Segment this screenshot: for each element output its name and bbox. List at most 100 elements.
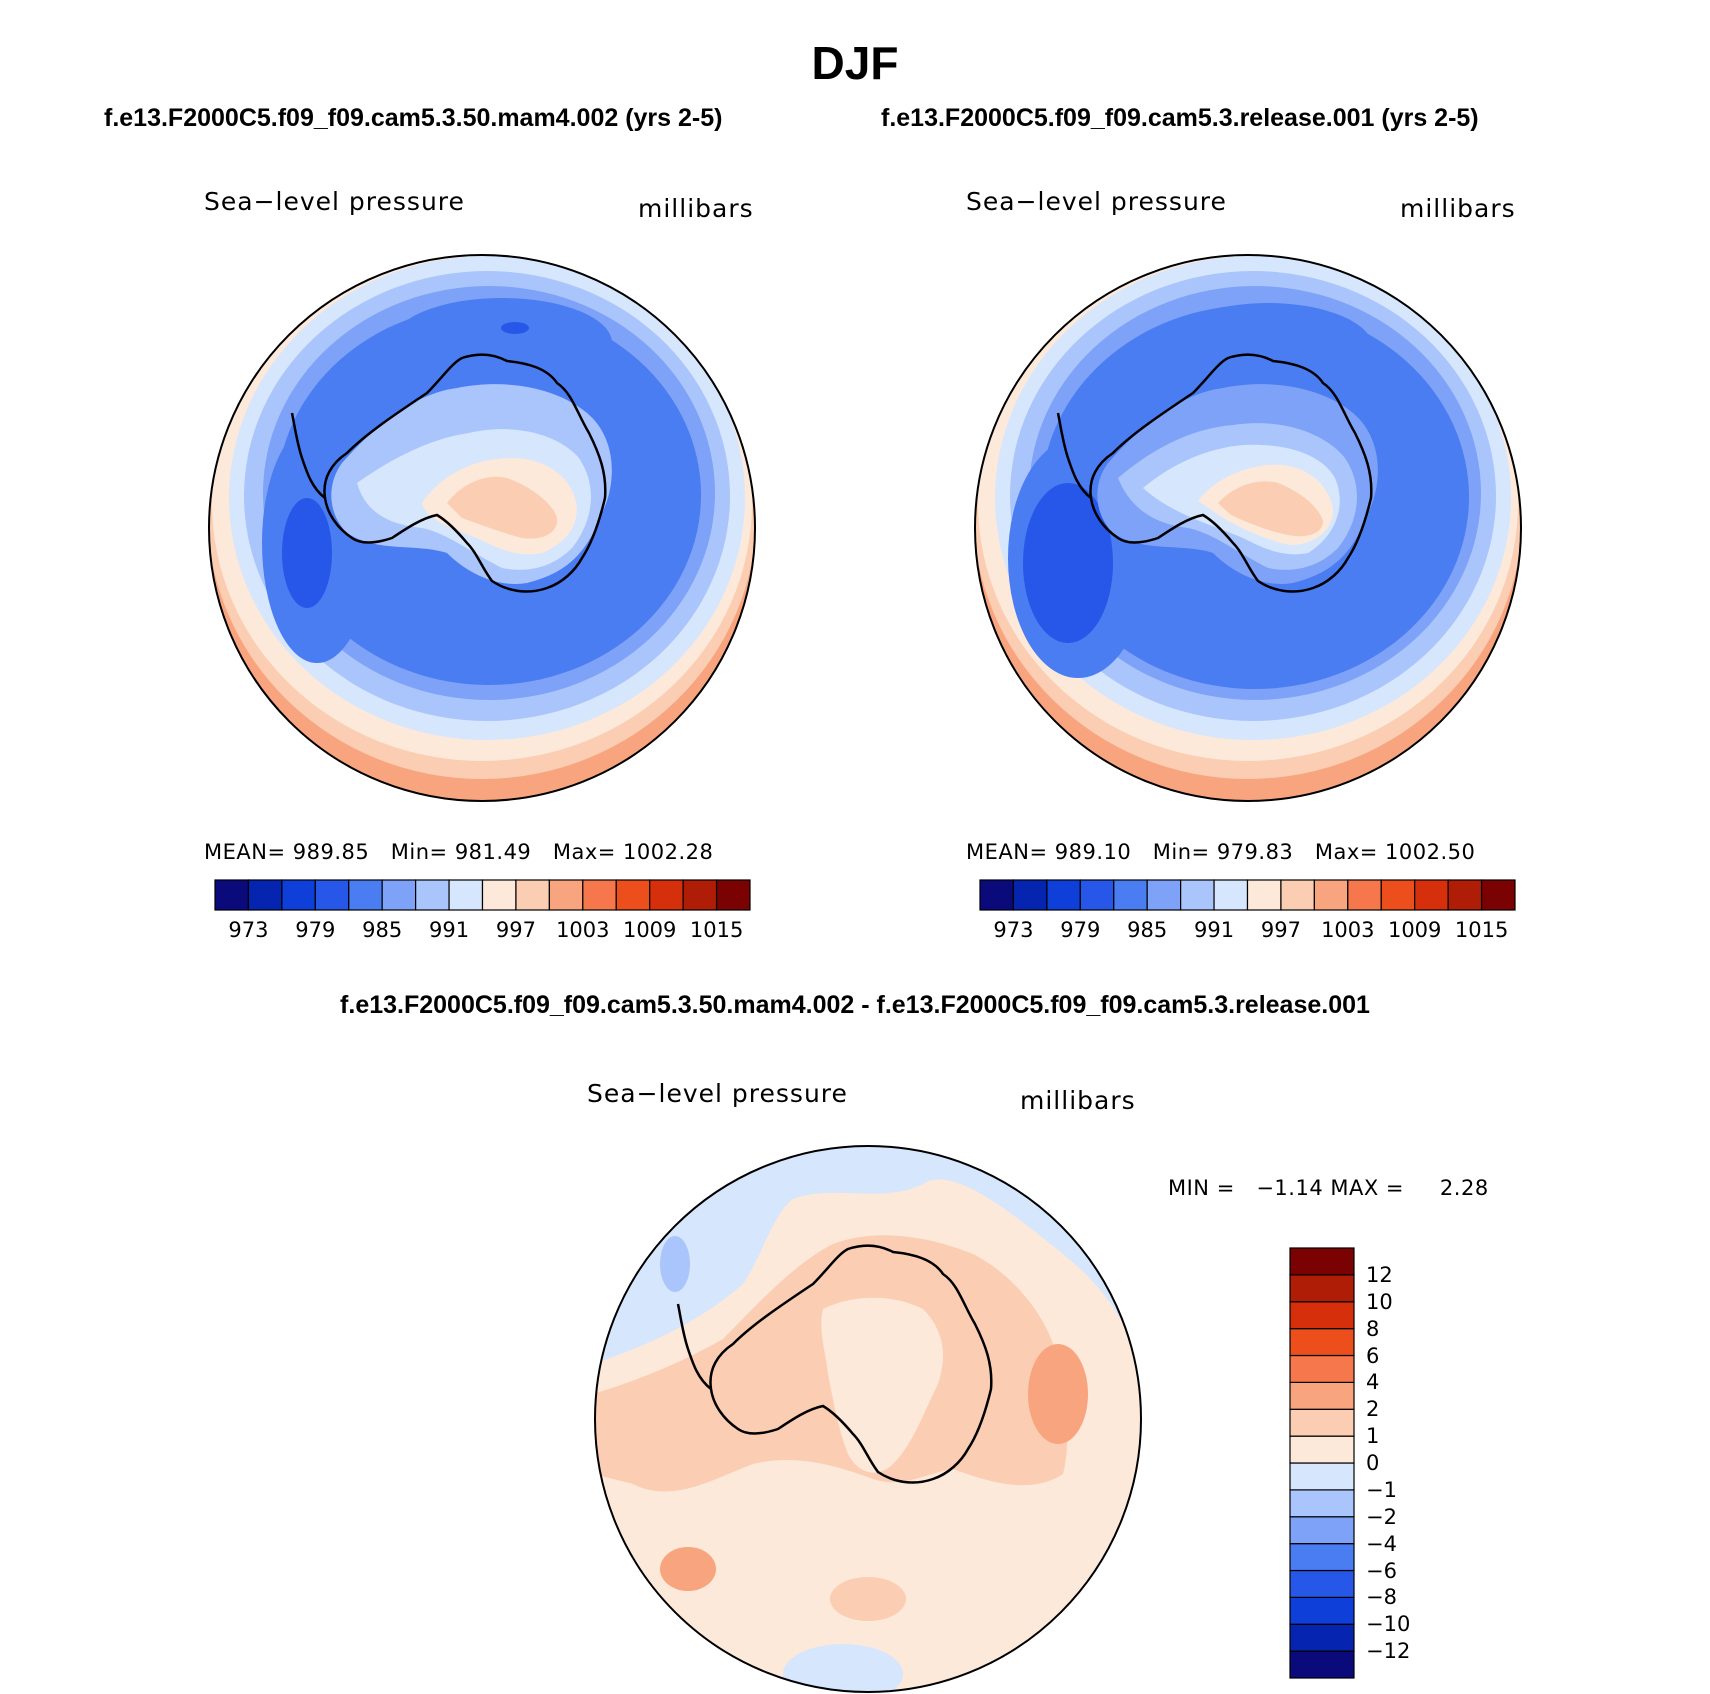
panel1-stats: MEAN= 989.85 Min= 981.49 Max= 1002.28 <box>204 840 713 864</box>
panel3-units: millibars <box>1020 1086 1136 1115</box>
panel3-colorbar-swatch-15 <box>1289 1247 1355 1276</box>
panel3-colorbar-labels: −12 −10 −8 −6 −4 −2 −1 0 1 2 4 6 8 10 12 <box>1366 1248 1446 1678</box>
panel1-max: 1002.28 <box>623 840 714 864</box>
panel3-colorbar-swatch-0 <box>1289 1650 1355 1679</box>
panel1-colorbar-swatch-5 <box>381 879 417 911</box>
panel2-colorbar-tick-label: 1003 <box>1321 918 1375 942</box>
panel2-low-north <box>1163 303 1373 393</box>
panel1-colorbar <box>214 879 751 911</box>
panel1-colorbar-swatch-8 <box>481 879 517 911</box>
panel2-colorbar-swatch-6 <box>1180 879 1215 911</box>
panel3-colorbar-tick-label: −1 <box>1366 1477 1397 1502</box>
panel1-colorbar-swatch-4 <box>348 879 383 911</box>
panel3-max: 2.28 <box>1439 1176 1489 1200</box>
panel1-polar-map <box>208 254 756 802</box>
panel1-colorbar-swatch-6 <box>415 879 450 911</box>
panel1-variable: Sea−level pressure <box>204 187 465 216</box>
panel2-continent-peach <box>1218 481 1323 537</box>
panel3-colorbar-swatch-13 <box>1289 1301 1355 1330</box>
panel1-min: 981.49 <box>454 840 532 864</box>
panel2-colorbar-swatch-12 <box>1380 879 1416 911</box>
case2-title: f.e13.F2000C5.f09_f09.cam5.3.release.001… <box>881 104 1479 132</box>
panel2-colorbar-swatch-8 <box>1246 879 1282 911</box>
panel3-variable: Sea−level pressure <box>587 1079 848 1108</box>
panel3-high-southwest <box>660 1547 716 1591</box>
panel2-peninsula <box>1056 412 1092 499</box>
panel3-colorbar <box>1289 1247 1355 1679</box>
panel2-low-west <box>1023 483 1113 643</box>
panel1-colorbar-swatch-2 <box>281 879 316 911</box>
panel3-colorbar-tick-label: −6 <box>1366 1558 1397 1583</box>
panel1-colorbar-swatch-0 <box>214 879 250 911</box>
panel1-colorbar-swatch-3 <box>314 879 350 911</box>
panel3-colorbar-tick-label: 1 <box>1366 1424 1380 1449</box>
panel3-low-north <box>660 1236 690 1292</box>
panel1-low-north-core <box>501 322 529 334</box>
panel3-colorbar-tick-label: 8 <box>1366 1316 1380 1341</box>
panel3-high-south <box>830 1577 906 1621</box>
panel3-colorbar-tick-label: 2 <box>1366 1397 1380 1422</box>
panel1-colorbar-swatch-15 <box>715 879 751 911</box>
panel2-colorbar-tick-label: 1009 <box>1387 918 1442 942</box>
panel2-mean: 989.10 <box>1054 840 1132 864</box>
panel2-colorbar-tick-label: 991 <box>1194 918 1235 942</box>
panel1-colorbar-tick-label: 997 <box>495 918 536 942</box>
panel1-colorbar-tick-label: 1003 <box>556 918 610 942</box>
panel3-max-label: MAX = <box>1330 1176 1405 1200</box>
panel3-colorbar-swatch-1 <box>1289 1623 1355 1652</box>
panel3-colorbar-tick-label: −12 <box>1366 1639 1411 1664</box>
panel3-colorbar-tick-label: 10 <box>1366 1289 1393 1314</box>
panel2-colorbar-swatch-11 <box>1347 879 1382 911</box>
panel3-colorbar-tick-label: 0 <box>1366 1451 1380 1475</box>
diff-title: f.e13.F2000C5.f09_f09.cam5.3.50.mam4.002… <box>340 991 1370 1019</box>
panel3-min-label: MIN = <box>1168 1176 1235 1200</box>
panel1-colorbar-swatch-14 <box>682 879 718 911</box>
panel3-colorbar-swatch-8 <box>1289 1435 1355 1464</box>
panel3-colorbar-tick-label: −10 <box>1366 1612 1411 1637</box>
page-title: DJF <box>811 37 899 89</box>
panel1-colorbar-swatch-11 <box>582 879 617 911</box>
panel3-colorbar-swatch-3 <box>1289 1569 1355 1598</box>
panel3-colorbar-tick-label: 6 <box>1366 1343 1380 1368</box>
panel3-stats: MIN = −1.14 MAX = 2.28 <box>1168 1176 1489 1200</box>
panel3-min: −1.14 <box>1256 1176 1324 1200</box>
panel1-peninsula <box>290 412 326 499</box>
panel1-colorbar-tick-label: 985 <box>362 918 403 942</box>
panel2-variable: Sea−level pressure <box>966 187 1227 216</box>
panel1-units: millibars <box>638 194 754 223</box>
panel2-colorbar-tick-label: 1015 <box>1454 918 1509 942</box>
panel1-low-north <box>392 298 612 388</box>
panel2-colorbar-swatch-5 <box>1146 879 1182 911</box>
panel3-peninsula <box>676 1303 712 1390</box>
panel1-colorbar-tick-label: 1015 <box>689 918 744 942</box>
panel2-colorbar-tick-label: 997 <box>1260 918 1301 942</box>
panel3-colorbar-swatch-12 <box>1289 1328 1355 1357</box>
panel3-high-east <box>1028 1344 1088 1444</box>
panel2-colorbar-tick-label: 985 <box>1127 918 1168 942</box>
panel3-colorbar-tick-label: −4 <box>1366 1531 1397 1556</box>
panel1-continent-peach <box>447 476 558 539</box>
panel3-colorbar-swatch-2 <box>1289 1596 1355 1625</box>
panel3-colorbar-swatch-14 <box>1289 1274 1355 1303</box>
panel3-colorbar-swatch-10 <box>1289 1381 1355 1410</box>
panel1-colorbar-labels: 973 979 985 991 997 1003 1009 1015 <box>215 918 750 944</box>
case1-title: f.e13.F2000C5.f09_f09.cam5.3.50.mam4.002… <box>104 104 723 132</box>
panel3-polar-map <box>594 1145 1142 1693</box>
panel3-colorbar-swatch-7 <box>1289 1462 1355 1491</box>
panel2-mean-label: MEAN= <box>966 840 1048 864</box>
panel2-max-label: Max= <box>1314 840 1378 864</box>
panel2-map-border <box>974 254 1522 802</box>
panel2-colorbar-tick-label: 979 <box>1060 918 1101 942</box>
panel1-map-border <box>208 254 756 802</box>
panel2-colorbar-swatch-1 <box>1012 879 1048 911</box>
panel2-colorbar-swatch-13 <box>1414 879 1449 911</box>
panel3-colorbar-swatch-5 <box>1289 1516 1355 1545</box>
panel3-colorbar-tick-label: −8 <box>1366 1585 1397 1610</box>
panel1-colorbar-swatch-10 <box>548 879 584 911</box>
panel3-colorbar-tick-label: −2 <box>1366 1504 1397 1529</box>
panel1-mean-label: MEAN= <box>204 840 286 864</box>
panel1-colorbar-swatch-12 <box>615 879 651 911</box>
panel1-colorbar-tick-label: 979 <box>295 918 336 942</box>
panel3-colorbar-tick-label: 12 <box>1366 1262 1393 1287</box>
panel3-coastline <box>709 1244 993 1484</box>
